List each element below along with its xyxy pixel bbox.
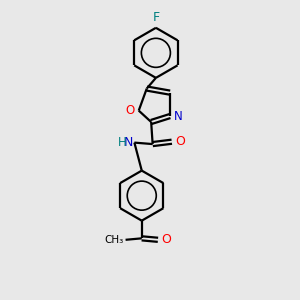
Text: O: O <box>175 135 185 148</box>
Text: CH₃: CH₃ <box>104 235 123 245</box>
Text: N: N <box>174 110 183 123</box>
Text: N: N <box>124 136 133 148</box>
Text: O: O <box>125 104 134 117</box>
Text: H: H <box>117 136 126 148</box>
Text: O: O <box>161 233 171 246</box>
Text: F: F <box>152 11 160 24</box>
